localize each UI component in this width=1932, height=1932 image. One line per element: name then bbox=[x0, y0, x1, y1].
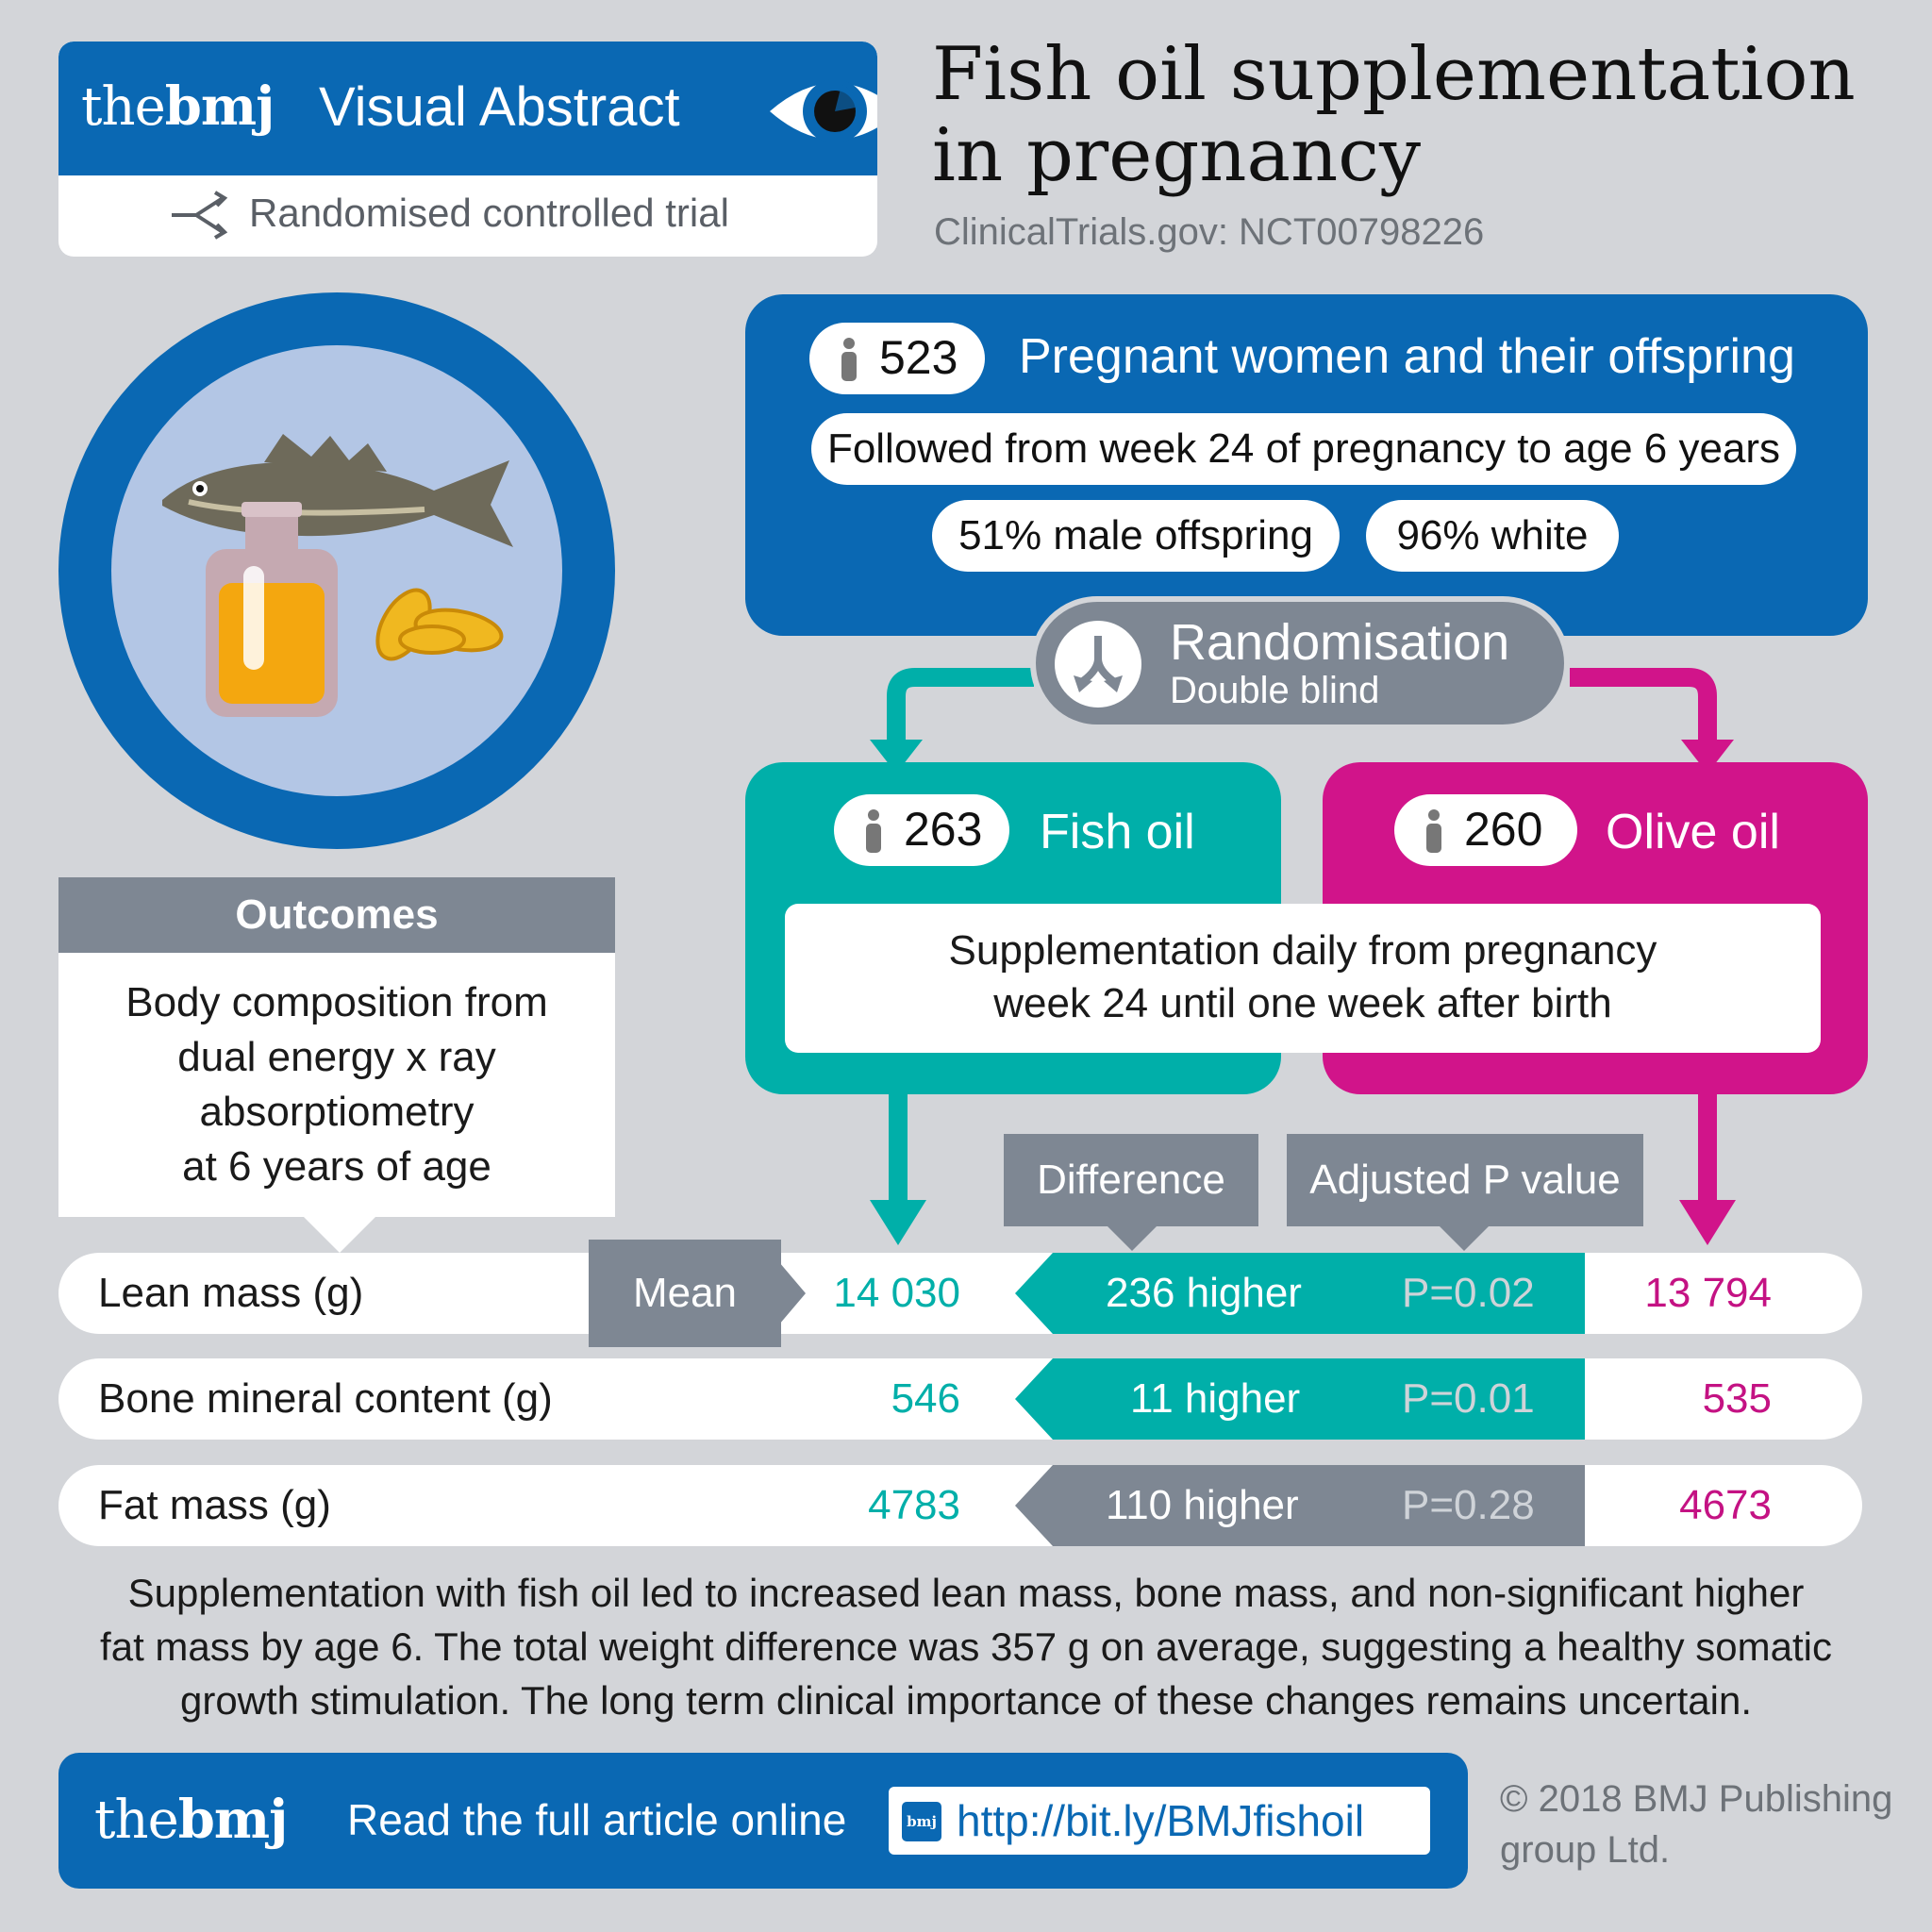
randomisation-title: Randomisation bbox=[1170, 614, 1510, 671]
fish-count-pill: 263 bbox=[834, 794, 1009, 866]
summary-text: Supplementation with fish oil led to inc… bbox=[100, 1571, 1832, 1723]
page-title: Fish oil supplementation in pregnancy bbox=[932, 32, 1856, 198]
mean-pointer bbox=[779, 1262, 806, 1324]
flow-arrows bbox=[870, 668, 1734, 774]
randomisation-subtitle: Double blind bbox=[1170, 670, 1380, 711]
outcomes-description: Body composition from dual energy x ray … bbox=[58, 953, 615, 1217]
bmj-badge-icon: bmj bbox=[902, 1802, 941, 1841]
supplementation-box: Supplementation daily from pregnancy wee… bbox=[785, 904, 1821, 1053]
population-count-pill: 523 bbox=[809, 323, 985, 394]
fish-lean-mass: 14 030 bbox=[833, 1270, 960, 1316]
trial-id: ClinicalTrials.gov: NCT00798226 bbox=[934, 211, 1485, 253]
person-icon bbox=[1426, 809, 1441, 853]
randomisation-pill: Randomisation Double blind bbox=[1030, 596, 1570, 730]
pvalue-header: Adjusted P value bbox=[1287, 1134, 1643, 1226]
arm-to-table-arrows bbox=[870, 1094, 1736, 1245]
footer-bmj-logo: thebmj bbox=[94, 1789, 288, 1851]
study-type: Randomised controlled trial bbox=[249, 191, 729, 235]
difference-pointer bbox=[1106, 1224, 1158, 1251]
fish-oil-label: Fish oil bbox=[1040, 805, 1195, 859]
bmj-logo: thebmj bbox=[81, 75, 275, 138]
randomisation-icon-circle bbox=[1055, 621, 1141, 708]
mean-tag: Mean bbox=[589, 1240, 781, 1347]
copyright: © 2018 BMJ Publishing group Ltd. bbox=[1500, 1778, 1893, 1871]
diff-bone-mineral: 11 higher bbox=[1130, 1375, 1301, 1422]
person-icon bbox=[866, 809, 881, 853]
article-url[interactable]: http://bit.ly/BMJfishoil bbox=[957, 1796, 1365, 1845]
difference-header: Difference bbox=[1004, 1134, 1258, 1226]
population-box: 523 Pregnant women and their offspring F… bbox=[745, 294, 1868, 636]
diff-lean-mass: 236 higher bbox=[1106, 1270, 1302, 1316]
person-icon bbox=[841, 338, 857, 381]
fish-count: 263 bbox=[904, 803, 983, 856]
outcomes-heading: Outcomes bbox=[58, 877, 615, 953]
male-offspring-pill: 51% male offspring bbox=[932, 500, 1340, 572]
article-link[interactable]: bmj http://bit.ly/BMJfishoil bbox=[889, 1787, 1430, 1855]
row-label-lean-mass: Lean mass (g) bbox=[98, 1270, 364, 1316]
white-pill: 96% white bbox=[1366, 500, 1619, 572]
eye-icon bbox=[770, 79, 877, 143]
olive-lean-mass: 13 794 bbox=[1644, 1270, 1772, 1316]
olive-oil-label: Olive oil bbox=[1606, 805, 1780, 859]
p-lean-mass: P=0.02 bbox=[1402, 1270, 1535, 1316]
header-card: thebmj Visual Abstract Randomised contro… bbox=[58, 42, 877, 257]
split-icon bbox=[1074, 636, 1123, 692]
header-banner: thebmj Visual Abstract bbox=[58, 42, 877, 175]
olive-count: 260 bbox=[1464, 803, 1543, 856]
fish-bone-mineral: 546 bbox=[891, 1375, 960, 1422]
olive-bone-mineral: 535 bbox=[1702, 1375, 1772, 1422]
read-article-text: Read the full article online bbox=[347, 1795, 847, 1844]
row-label-fat-mass: Fat mass (g) bbox=[98, 1482, 331, 1528]
fish-oil-illustration bbox=[162, 434, 513, 717]
randomise-icon bbox=[172, 191, 228, 240]
diff-bar-lean-mass bbox=[1015, 1253, 1585, 1334]
follow-up-pill: Followed from week 24 of pregnancy to ag… bbox=[811, 413, 1796, 485]
row-label-bone-mineral: Bone mineral content (g) bbox=[98, 1375, 553, 1422]
p-bone-mineral: P=0.01 bbox=[1402, 1375, 1535, 1422]
diff-bar-bone-mineral bbox=[1015, 1358, 1585, 1440]
fish-fat-mass: 4783 bbox=[868, 1482, 960, 1528]
olive-count-pill: 260 bbox=[1394, 794, 1577, 866]
diff-fat-mass: 110 higher bbox=[1106, 1482, 1299, 1528]
diff-bar-fat-mass bbox=[1015, 1465, 1585, 1546]
population-count: 523 bbox=[879, 331, 958, 384]
footer-banner: thebmj Read the full article online bmj … bbox=[58, 1753, 1468, 1889]
pvalue-pointer bbox=[1438, 1224, 1491, 1251]
outcomes-pointer bbox=[302, 1215, 377, 1253]
population-label: Pregnant women and their offspring bbox=[1019, 329, 1795, 384]
visual-abstract-title: Visual Abstract bbox=[319, 76, 680, 138]
p-fat-mass: P=0.28 bbox=[1402, 1482, 1535, 1528]
olive-fat-mass: 4673 bbox=[1679, 1482, 1772, 1528]
